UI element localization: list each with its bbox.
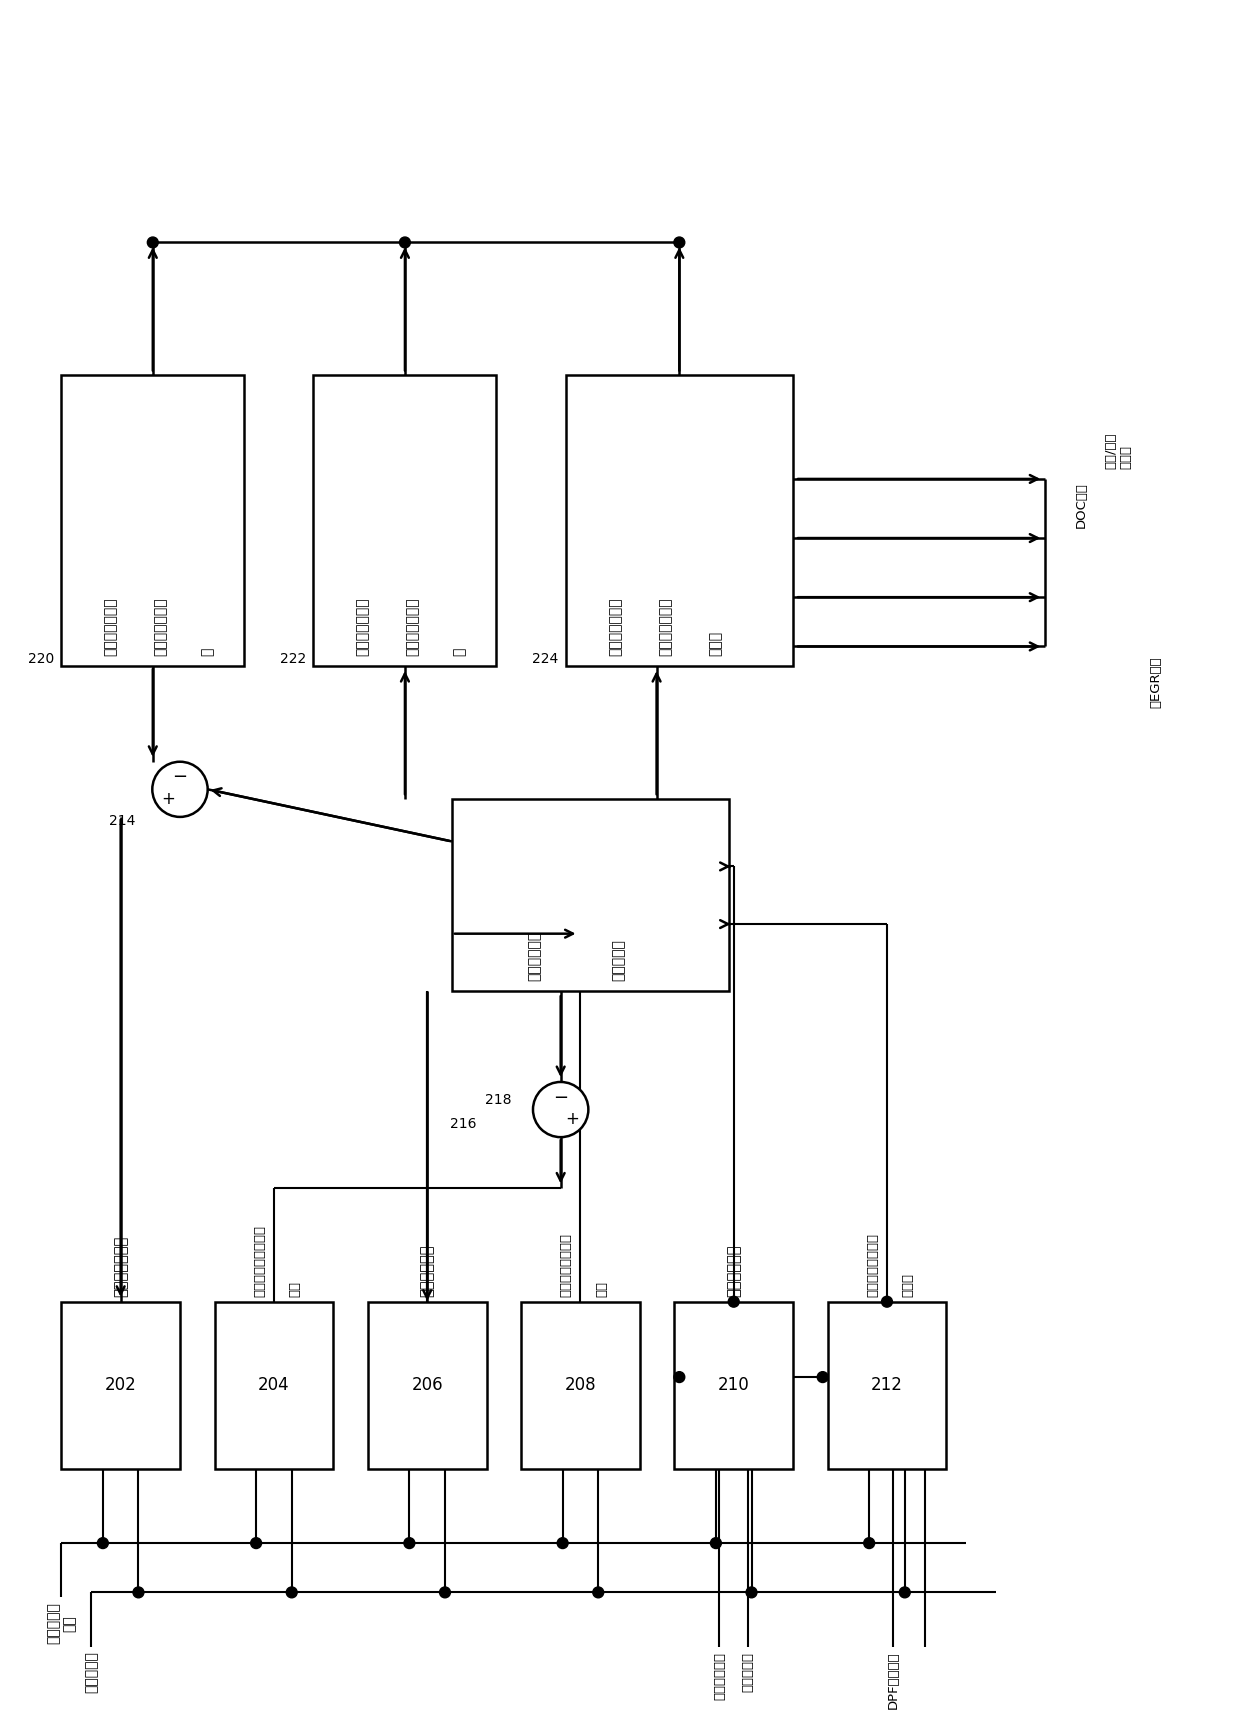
Text: 224: 224 xyxy=(532,652,559,666)
Text: 先导喷射燃料量: 先导喷射燃料量 xyxy=(113,1236,128,1297)
Circle shape xyxy=(817,1371,828,1383)
Text: 208: 208 xyxy=(564,1376,596,1395)
Text: 估计的在压缩期: 估计的在压缩期 xyxy=(104,598,118,657)
Text: 216: 216 xyxy=(450,1117,476,1131)
Circle shape xyxy=(404,1537,415,1549)
Bar xyxy=(675,1302,794,1470)
Circle shape xyxy=(286,1587,298,1598)
Circle shape xyxy=(746,1587,756,1598)
Circle shape xyxy=(593,1587,604,1598)
Text: 212: 212 xyxy=(870,1376,903,1395)
Circle shape xyxy=(153,762,207,816)
Circle shape xyxy=(882,1297,893,1307)
Circle shape xyxy=(673,1371,684,1383)
Bar xyxy=(451,799,729,991)
Bar xyxy=(521,1302,640,1470)
Text: 202: 202 xyxy=(105,1376,136,1395)
Circle shape xyxy=(673,237,684,247)
Circle shape xyxy=(864,1537,874,1549)
Circle shape xyxy=(399,237,410,247)
Text: 估计的在点火之: 估计的在点火之 xyxy=(356,598,370,657)
Bar xyxy=(61,375,244,666)
Text: 余燃料: 余燃料 xyxy=(709,631,723,657)
Circle shape xyxy=(728,1297,739,1307)
Circle shape xyxy=(899,1587,910,1598)
Text: 204: 204 xyxy=(258,1376,290,1395)
Text: 210: 210 xyxy=(718,1376,750,1395)
Text: 222: 222 xyxy=(280,652,306,666)
Text: 206: 206 xyxy=(412,1376,443,1395)
Circle shape xyxy=(533,1082,588,1138)
Text: 器喷射燃料: 器喷射燃料 xyxy=(611,939,625,982)
Text: 料: 料 xyxy=(201,648,215,657)
Text: 后喷射的喷射结束: 后喷射的喷射结束 xyxy=(867,1233,879,1297)
Bar xyxy=(368,1302,486,1470)
Text: 220: 220 xyxy=(29,652,55,666)
Circle shape xyxy=(439,1587,450,1598)
Bar xyxy=(314,375,496,666)
Text: 先导喷射的喷射开始: 先导喷射的喷射开始 xyxy=(253,1224,267,1297)
Text: 驾驶员需求
扭矩: 驾驶员需求 扭矩 xyxy=(46,1603,77,1644)
Text: 发动机转速: 发动机转速 xyxy=(84,1651,98,1693)
Text: +: + xyxy=(565,1110,579,1129)
Text: 主喷射的喷射开始: 主喷射的喷射开始 xyxy=(559,1233,573,1297)
Text: 期望放热温度: 期望放热温度 xyxy=(713,1651,725,1700)
Text: 后喷射燃料量: 后喷射燃料量 xyxy=(727,1245,742,1297)
Bar xyxy=(565,375,794,666)
Text: 214: 214 xyxy=(109,814,135,828)
Circle shape xyxy=(148,237,159,247)
Text: −: − xyxy=(172,768,187,787)
Text: −: − xyxy=(553,1089,568,1107)
Text: +: + xyxy=(161,790,175,807)
Text: DPF再生请求: DPF再生请求 xyxy=(887,1651,899,1710)
Text: 正时: 正时 xyxy=(595,1281,609,1297)
Bar xyxy=(827,1302,946,1470)
Text: 通过燃料喷射: 通过燃料喷射 xyxy=(528,932,542,982)
Text: 218: 218 xyxy=(485,1093,511,1107)
Circle shape xyxy=(557,1537,568,1549)
Text: DOC温度: DOC温度 xyxy=(1075,482,1087,527)
Circle shape xyxy=(711,1537,722,1549)
Text: 后燃烧的残余燃: 后燃烧的残余燃 xyxy=(405,598,419,657)
Text: 发动机转速: 发动机转速 xyxy=(742,1651,754,1691)
Text: 估计的在燃烧之: 估计的在燃烧之 xyxy=(609,598,622,657)
Circle shape xyxy=(98,1537,108,1549)
Text: 主喷射燃料量: 主喷射燃料量 xyxy=(419,1245,435,1297)
Text: 进气/排气
压力差: 进气/排气 压力差 xyxy=(1105,432,1132,469)
Circle shape xyxy=(133,1587,144,1598)
Text: 正时: 正时 xyxy=(289,1281,301,1297)
Text: 料: 料 xyxy=(453,648,466,657)
Bar xyxy=(61,1302,180,1470)
Text: 间燃烧的残余燃: 间燃烧的残余燃 xyxy=(153,598,167,657)
Circle shape xyxy=(250,1537,262,1549)
Text: 外EGR流量: 外EGR流量 xyxy=(1149,657,1162,707)
Bar xyxy=(215,1302,334,1470)
Text: 后在汽缸中的残: 后在汽缸中的残 xyxy=(658,598,672,657)
Text: 束正时: 束正时 xyxy=(901,1273,915,1297)
